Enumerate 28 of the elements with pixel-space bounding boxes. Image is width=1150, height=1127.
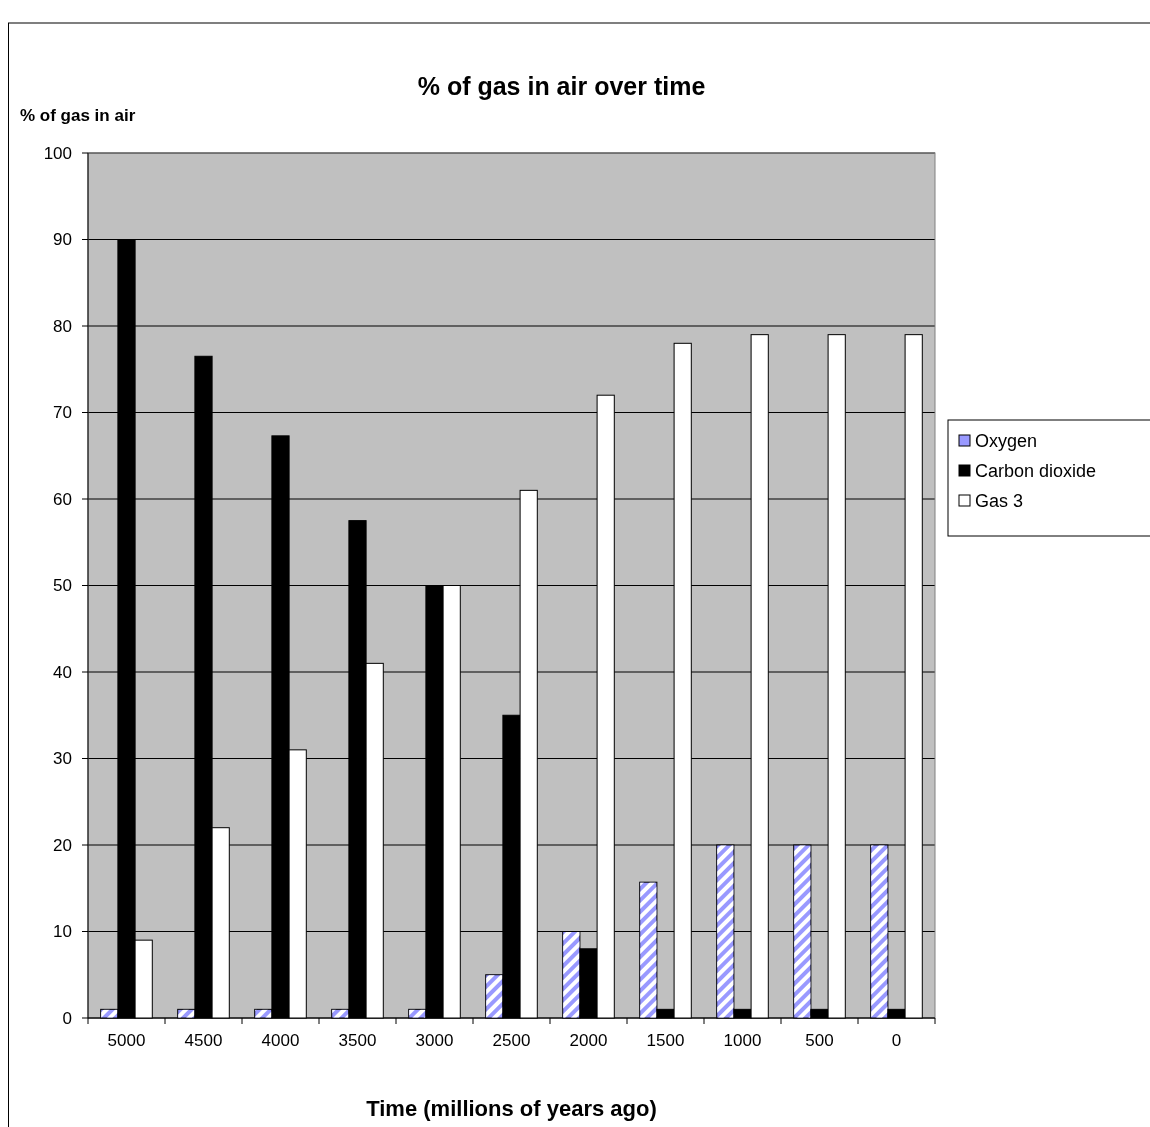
y-tick-label: 70 xyxy=(53,403,72,423)
y-tick-label: 10 xyxy=(53,922,72,942)
x-tick-label: 1500 xyxy=(646,1031,685,1050)
legend-label: Carbon dioxide xyxy=(975,461,1097,482)
x-tick-label: 4000 xyxy=(261,1031,300,1050)
y-tick-label: 90 xyxy=(53,230,72,250)
y-tick-label: 20 xyxy=(53,835,72,855)
x-tick-label: 0 xyxy=(891,1031,902,1050)
legend-label: Oxygen xyxy=(975,431,1038,452)
y-tick-label: 50 xyxy=(53,576,72,596)
x-tick-label: 3000 xyxy=(415,1031,454,1050)
x-tick-label: 4500 xyxy=(184,1031,223,1050)
x-tick-label: 2500 xyxy=(492,1031,531,1050)
y-tick-label: 30 xyxy=(53,749,72,769)
x-axis-title: Time (millions of years ago) xyxy=(366,1096,657,1121)
y-tick-label: 0 xyxy=(62,1008,72,1028)
y-tick-label: 80 xyxy=(53,316,72,336)
y-axis-title: % of gas in air xyxy=(20,106,136,125)
legend-label: Gas 3 xyxy=(975,491,1024,512)
x-tick-label: 5000 xyxy=(107,1031,146,1050)
x-tick-label: 2000 xyxy=(569,1031,608,1050)
y-tick-label: 100 xyxy=(43,143,72,163)
y-tick-label: 60 xyxy=(53,489,72,509)
x-tick-label: 1000 xyxy=(723,1031,762,1050)
y-tick-label: 40 xyxy=(53,662,72,682)
x-tick-label: 3500 xyxy=(338,1031,377,1050)
chart-title: % of gas in air over time xyxy=(417,72,706,100)
x-tick-label: 500 xyxy=(805,1031,834,1050)
